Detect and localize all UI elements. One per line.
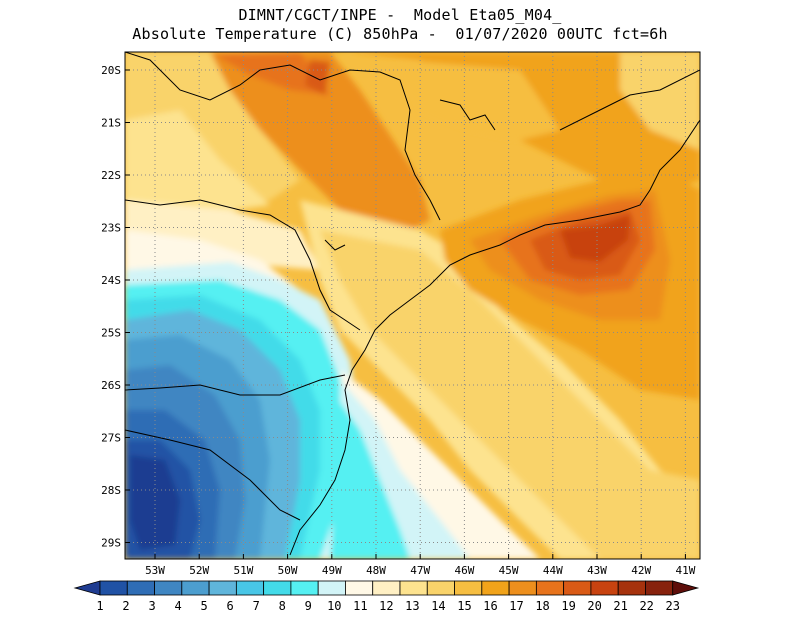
lon-tick-label: 45W <box>499 564 519 577</box>
colorbar-swatch <box>372 580 401 596</box>
colorbar-label: 1 <box>96 599 103 613</box>
lon-tick-label: 41W <box>675 564 695 577</box>
lon-tick-label: 48W <box>366 564 386 577</box>
colorbar-label: 15 <box>457 599 471 613</box>
lat-tick-label: 28S <box>101 484 121 497</box>
colorbar-swatch <box>126 580 155 596</box>
colorbar-label: 20 <box>587 599 601 613</box>
lat-tick-label: 26S <box>101 379 121 392</box>
chart-title-line-2: Absolute Temperature (C) 850hPa - 01/07/… <box>132 25 668 43</box>
colorbar-label: 10 <box>327 599 341 613</box>
colorbar-swatch <box>208 580 237 596</box>
map-frame <box>124 51 701 560</box>
colorbar-label: 14 <box>431 599 445 613</box>
lat-tick-label: 27S <box>101 432 121 445</box>
colorbar-swatch <box>399 580 428 596</box>
lat-tick-label: 21S <box>101 117 121 130</box>
colorbar-swatch <box>590 580 619 596</box>
colorbar-swatch <box>426 580 455 596</box>
temperature-field <box>125 52 700 559</box>
colorbar-min-arrow <box>73 580 101 596</box>
colorbar-swatch <box>508 580 537 596</box>
colorbar-swatch <box>617 580 646 596</box>
colorbar-swatch <box>154 580 183 596</box>
colorbar-label: 12 <box>379 599 393 613</box>
colorbar-label: 5 <box>201 599 208 613</box>
colorbar-swatch <box>317 580 346 596</box>
lon-tick-label: 52W <box>189 564 209 577</box>
colorbar-swatch <box>645 580 674 596</box>
colorbar-swatch <box>563 580 592 596</box>
colorbar-swatch <box>345 580 374 596</box>
colorbar-label: 2 <box>122 599 129 613</box>
colorbar-label: 16 <box>483 599 497 613</box>
lon-tick-label: 44W <box>543 564 563 577</box>
colorbar-label: 13 <box>405 599 419 613</box>
lat-tick-label: 25S <box>101 327 121 340</box>
lon-tick-label: 50W <box>278 564 298 577</box>
lat-tick-label: 22S <box>101 169 121 182</box>
longitude-tick-labels: 53W 52W 51W 50W 49W 48W 47W 46W 45W 44W 43W 42W 41W <box>145 554 696 577</box>
lon-tick-label: 49W <box>322 564 342 577</box>
chart-title-line-1: DIMNT/CGCT/INPE - Model Eta05_M04_ <box>238 6 562 24</box>
colorbar-label: 7 <box>253 599 260 613</box>
coastline-and-borders <box>125 52 700 556</box>
colorbar-swatch <box>290 580 319 596</box>
colorbar-label: 18 <box>535 599 549 613</box>
lon-tick-label: 46W <box>454 564 474 577</box>
colorbar-label: 19 <box>561 599 575 613</box>
lon-tick-label: 47W <box>410 564 430 577</box>
lat-tick-label: 20S <box>101 64 121 77</box>
colorbar-label: 23 <box>666 599 680 613</box>
lon-tick-label: 43W <box>587 564 607 577</box>
graticule <box>125 52 700 559</box>
lat-tick-label: 23S <box>101 222 121 235</box>
lon-tick-label: 51W <box>233 564 253 577</box>
colorbar-label: 17 <box>509 599 523 613</box>
colorbar-swatch <box>181 580 210 596</box>
colorbar <box>73 580 700 596</box>
lat-tick-label: 29S <box>101 537 121 550</box>
lat-tick-label: 24S <box>101 274 121 287</box>
latitude-tick-labels: 20S 21S 22S 23S 24S 25S 26S 27S 28S 29S <box>101 64 130 550</box>
colorbar-max-arrow <box>672 580 700 596</box>
lon-tick-label: 53W <box>145 564 165 577</box>
colorbar-label: 6 <box>227 599 234 613</box>
colorbar-label: 4 <box>174 599 181 613</box>
colorbar-label: 3 <box>148 599 155 613</box>
lon-tick-label: 42W <box>631 564 651 577</box>
colorbar-swatch <box>454 580 483 596</box>
colorbar-swatch <box>481 580 510 596</box>
colorbar-label: 21 <box>613 599 627 613</box>
colorbar-swatch <box>235 580 265 596</box>
colorbar-swatch <box>99 580 128 596</box>
colorbar-label: 9 <box>305 599 312 613</box>
colorbar-label: 22 <box>639 599 653 613</box>
colorbar-swatch <box>535 580 565 596</box>
colorbar-swatch <box>263 580 292 596</box>
colorbar-label: 11 <box>353 599 367 613</box>
colorbar-labels: 1 2 3 4 5 6 7 8 9 10 11 12 13 14 15 16 17 18 19 20 21 22 23 <box>96 599 680 613</box>
colorbar-label: 8 <box>279 599 286 613</box>
